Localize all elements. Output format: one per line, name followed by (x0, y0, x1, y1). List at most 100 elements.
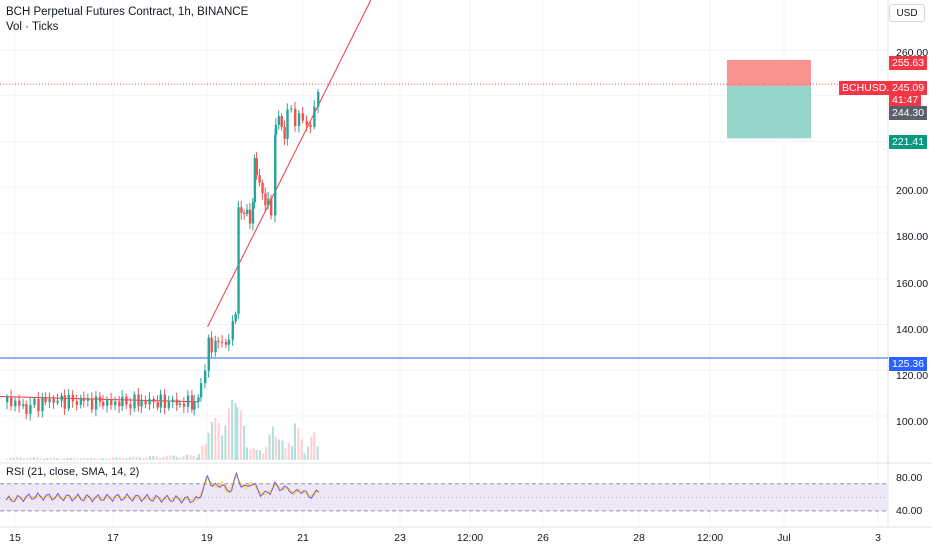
candle (159, 394, 162, 408)
candle (102, 401, 105, 406)
candle (129, 404, 132, 409)
time-tick: 28 (633, 532, 645, 544)
candle (199, 383, 203, 398)
currency-button[interactable]: USD (889, 4, 925, 22)
time-tick: 23 (394, 532, 406, 544)
candle (255, 158, 258, 176)
volume-bar (9, 457, 12, 460)
volume-bar (239, 410, 242, 460)
candle (163, 394, 167, 408)
candle (110, 399, 113, 406)
candle (6, 396, 9, 403)
volume-bar (53, 457, 56, 460)
volume-bar (100, 458, 103, 460)
volume-bar (236, 407, 239, 460)
volume-bar (115, 457, 118, 460)
candle (248, 209, 252, 224)
symbol-tag: BCHUSD.P (839, 81, 900, 95)
candle (144, 400, 147, 405)
candle (251, 202, 255, 224)
volume-bar (73, 458, 76, 460)
volume-bar (125, 458, 128, 460)
volume-bar (243, 425, 246, 460)
volume-bar (182, 455, 185, 460)
candle (140, 400, 143, 407)
candle (237, 207, 240, 314)
volume-bar (29, 457, 32, 460)
volume-bar (214, 417, 217, 460)
candle (203, 370, 207, 384)
time-tick: Jul (777, 532, 791, 544)
candle (301, 113, 305, 121)
candle (114, 401, 117, 406)
candle (48, 398, 51, 402)
volume-bar (165, 455, 168, 460)
volume-bar (271, 426, 274, 460)
candle (133, 394, 136, 409)
candle (217, 340, 220, 342)
candle (121, 396, 124, 407)
candle (86, 398, 90, 401)
candle (156, 402, 159, 408)
rsi-level-tick: 80.00 (896, 472, 923, 484)
volume-bar (162, 457, 165, 460)
volume-bar (246, 447, 248, 460)
rsi-indicator-label[interactable]: RSI (21, close, SMA, 14, 2) (6, 466, 140, 478)
volume-bar (207, 432, 210, 460)
volume-bar (132, 456, 135, 460)
volume-bar (145, 457, 148, 460)
candle (305, 120, 308, 125)
candle (79, 398, 83, 405)
price-tick: 140.00 (896, 324, 929, 336)
candle (175, 399, 179, 405)
time-tick: 12:00 (696, 532, 724, 544)
price-tick: 200.00 (896, 185, 929, 197)
volume-bar (198, 454, 200, 460)
candle (67, 394, 71, 409)
volume-indicator-label[interactable]: Vol · Ticks (6, 21, 59, 33)
candle (277, 116, 281, 126)
volume-bar (204, 444, 207, 460)
candle (56, 400, 59, 403)
candle (63, 395, 66, 409)
volume-bar (169, 455, 172, 460)
volume-bar (90, 458, 92, 460)
candle (280, 116, 283, 127)
take-profit-zone (727, 85, 811, 139)
volume-bar (249, 449, 252, 460)
volume-bar (265, 446, 268, 460)
volume-bar (22, 458, 25, 460)
candle (106, 399, 109, 406)
candle (25, 404, 28, 414)
hline-price-tag: 125.36 (889, 357, 928, 371)
volume-bar (86, 457, 89, 460)
volume-bar (159, 457, 162, 460)
price-tick: 120.00 (896, 370, 929, 382)
candle (44, 397, 47, 402)
volume-bar (221, 435, 224, 460)
candle (71, 394, 75, 402)
volume-bar (36, 457, 39, 460)
candle (18, 400, 21, 406)
candle (10, 396, 13, 407)
target-price-tag: 221.41 (889, 135, 928, 149)
volume-bar (196, 457, 199, 460)
volume-bar (313, 431, 316, 460)
volume-bar (26, 458, 29, 460)
volume-bar (175, 456, 178, 460)
volume-bar (96, 459, 99, 460)
volume-bar (189, 454, 192, 460)
candle (186, 395, 190, 407)
volume-bar (252, 448, 255, 460)
volume-bar (49, 457, 52, 460)
volume-bar (284, 448, 287, 460)
volume-bar (306, 446, 309, 460)
volume-bar (316, 446, 319, 460)
time-tick: 26 (537, 532, 549, 544)
candle (297, 113, 301, 126)
candle (98, 396, 102, 402)
volume-bar (303, 453, 306, 460)
volume-bar (201, 445, 204, 460)
candle (274, 135, 277, 216)
